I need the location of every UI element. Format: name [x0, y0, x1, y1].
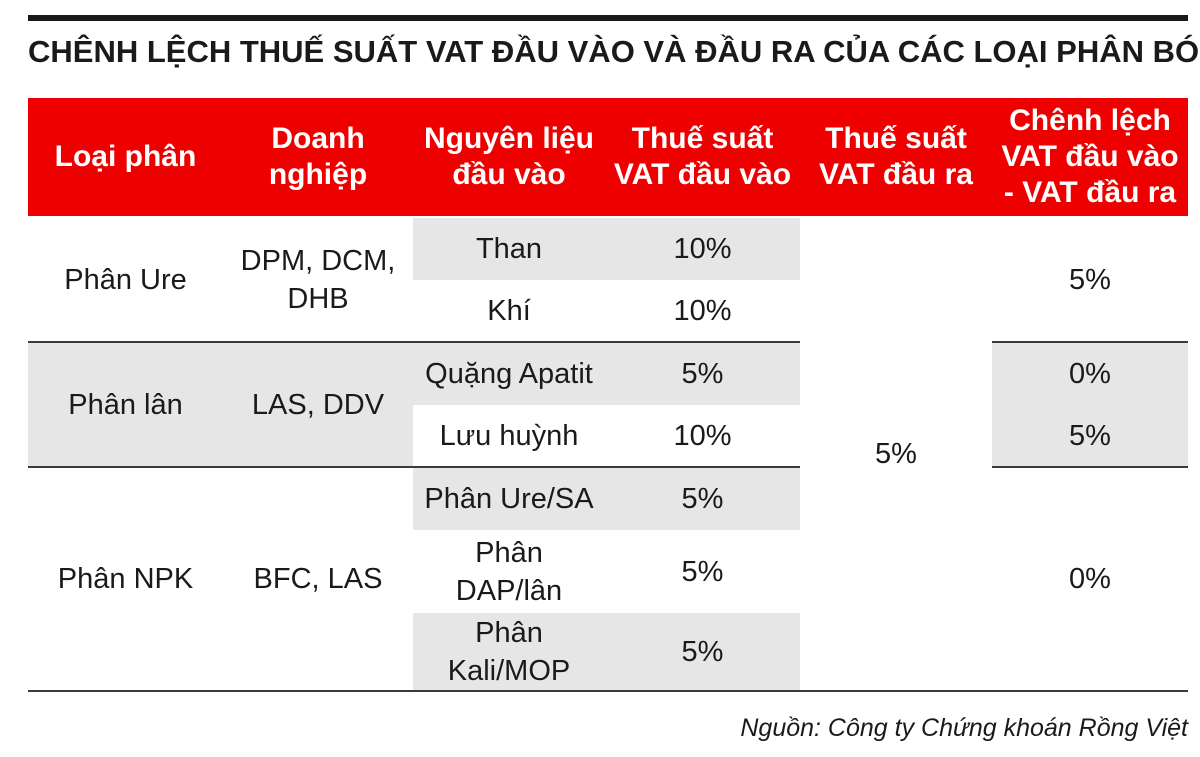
vat-dau-ra-merged: 5%	[875, 438, 917, 470]
nguyen-lieu-luu-huynh: Lưu huỳnh	[439, 419, 579, 452]
nguyen-lieu-quang-apatit: Quặng Apatit	[425, 358, 593, 390]
band-quang-apatit	[413, 343, 800, 405]
chenh-lech-npk: 0%	[1069, 563, 1111, 595]
row-divider	[992, 466, 1188, 468]
table-header	[28, 98, 1188, 216]
chenh-lech-quang-apatit: 0%	[1069, 358, 1111, 390]
doanh-nghiep-lan: LAS, DDV	[251, 388, 385, 421]
header-doanh-nghiep: Doanh nghiệp	[268, 122, 368, 191]
doanh-nghiep-ure: DPM, DCM, DHB	[240, 244, 396, 315]
loai-phan-npk: Phân NPK	[57, 563, 194, 595]
header-vat-dau-ra: Thuế suất VAT đầu ra	[819, 122, 973, 191]
band-than	[413, 218, 800, 280]
vat-vao-dap-lan: 5%	[681, 555, 724, 588]
nguyen-lieu-ure-sa: Phân Ure/SA	[424, 483, 594, 515]
loai-phan-ure: Phân Ure	[64, 263, 187, 296]
source-note: Nguồn: Công ty Chứng khoán Rồng Việt	[740, 714, 1188, 742]
nguyen-lieu-dap-lan: Phân DAP/lân	[455, 536, 563, 607]
header-loai-phan: Loại phân	[54, 140, 197, 173]
band-ure-sa	[413, 468, 800, 530]
doanh-nghiep-npk: BFC, LAS	[253, 563, 383, 595]
header-chenh-lech: Chênh lệch VAT đầu vào - VAT đầu ra	[1001, 104, 1179, 209]
top-rule	[28, 15, 1188, 21]
vat-vao-luu-huynh: 10%	[673, 419, 732, 452]
nguyen-lieu-khi: Khí	[487, 294, 531, 327]
header-nguyen-lieu: Nguyên liệu đầu vào	[423, 122, 595, 191]
row-divider	[28, 341, 800, 343]
band-chenh-lech-lan	[992, 343, 1188, 467]
vat-vao-ure-sa: 5%	[681, 483, 724, 515]
nguyen-lieu-kali-mop: Phân Kali/MOP	[447, 616, 571, 687]
table-title: CHÊNH LỆCH THUẾ SUẤT VAT ĐẦU VÀO VÀ ĐẦU …	[28, 34, 1200, 69]
row-divider	[28, 466, 800, 468]
row-divider	[992, 341, 1188, 343]
header-vat-dau-vao: Thuế suất VAT đầu vào	[613, 122, 792, 191]
band-phan-lan	[28, 343, 413, 467]
vat-vao-than: 10%	[673, 233, 732, 265]
loai-phan-lan: Phân lân	[68, 388, 183, 421]
table-bottom-rule	[28, 690, 1188, 692]
band-kali-mop	[413, 613, 800, 690]
chenh-lech-ure: 5%	[1069, 263, 1111, 296]
chenh-lech-luu-huynh: 5%	[1069, 419, 1111, 452]
vat-vao-quang-apatit: 5%	[681, 358, 724, 390]
vat-vao-khi: 10%	[673, 294, 732, 327]
vat-vao-kali-mop: 5%	[681, 635, 724, 668]
nguyen-lieu-than: Than	[475, 233, 543, 265]
